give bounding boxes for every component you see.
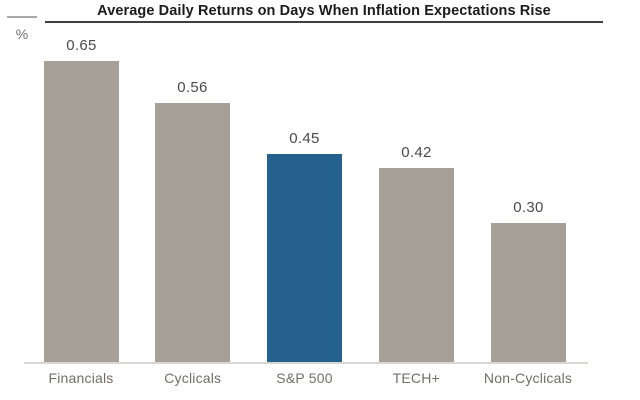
x-axis-baseline bbox=[24, 362, 588, 364]
title-underline bbox=[45, 21, 603, 23]
bar-value-label-tech: 0.42 bbox=[401, 144, 432, 161]
bar-s-p-500 bbox=[267, 154, 342, 362]
y-axis-unit-tick-line bbox=[7, 16, 37, 18]
bar-cyclicals bbox=[155, 103, 230, 362]
bar-financials bbox=[44, 61, 119, 362]
bar-non-cyclicals bbox=[491, 223, 566, 362]
bar-value-label-s-p-500: 0.45 bbox=[289, 130, 320, 147]
chart-title: Average Daily Returns on Days When Infla… bbox=[97, 3, 551, 19]
bar-value-label-financials: 0.65 bbox=[66, 37, 97, 54]
bar-value-label-non-cyclicals: 0.30 bbox=[513, 199, 544, 216]
category-label-s-p-500: S&P 500 bbox=[276, 370, 333, 386]
bar-value-label-cyclicals: 0.56 bbox=[177, 79, 208, 96]
category-label-non-cyclicals: Non-Cyclicals bbox=[483, 370, 573, 386]
category-label-tech: TECH+ bbox=[392, 370, 440, 386]
bar-tech bbox=[379, 168, 454, 362]
y-axis-unit-label: % bbox=[15, 26, 29, 42]
category-label-cyclicals: Cyclicals bbox=[164, 370, 222, 386]
category-label-financials: Financials bbox=[48, 370, 114, 386]
chart-title-wrap: Average Daily Returns on Days When Infla… bbox=[45, 2, 603, 20]
